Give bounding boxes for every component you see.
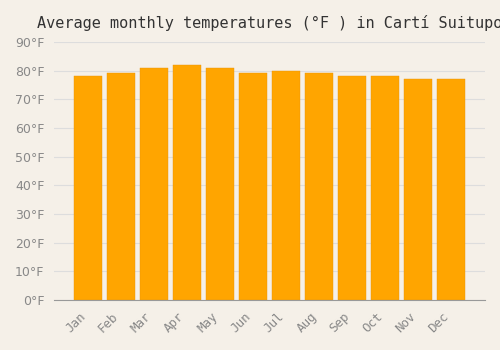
Bar xyxy=(74,76,102,300)
Bar xyxy=(272,71,300,300)
Title: Average monthly temperatures (°F ) in Cartí Suitupo: Average monthly temperatures (°F ) in Ca… xyxy=(37,15,500,31)
Bar xyxy=(371,76,400,300)
Bar xyxy=(107,74,135,300)
Bar xyxy=(173,65,201,300)
Bar xyxy=(206,68,234,300)
Bar xyxy=(438,79,466,300)
Bar xyxy=(140,68,168,300)
Bar xyxy=(305,74,333,300)
Bar xyxy=(239,74,267,300)
Bar xyxy=(404,79,432,300)
Bar xyxy=(338,76,366,300)
